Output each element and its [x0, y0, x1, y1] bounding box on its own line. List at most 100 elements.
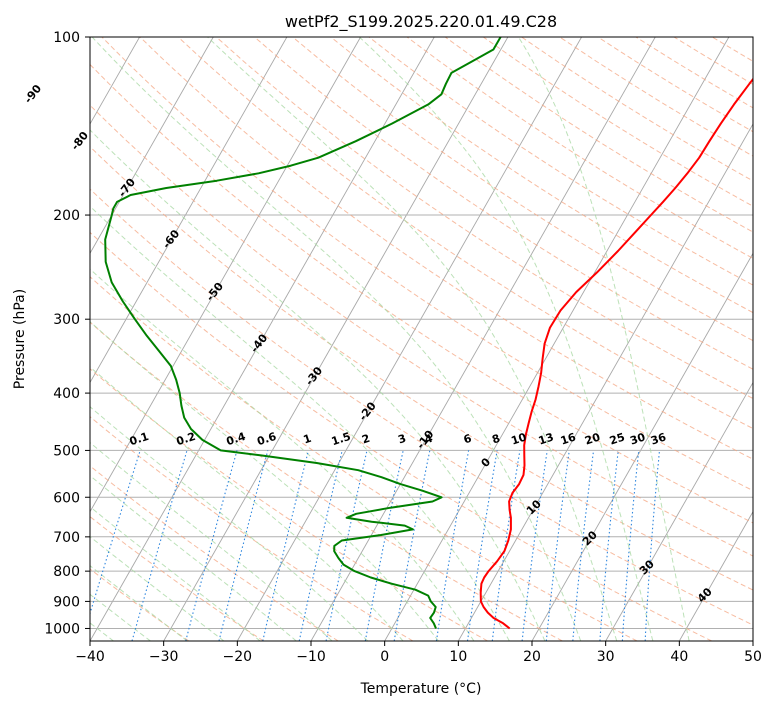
isotherm-line: [90, 37, 214, 255]
y-tick-label: 200: [53, 208, 80, 224]
mixing-ratio-label: 4: [423, 432, 435, 447]
mixing-ratio-line: [185, 450, 238, 641]
moist-adiabat-line: [90, 406, 369, 641]
isotherm-line: [605, 381, 753, 641]
dewpoint-profile-line: [104, 37, 502, 629]
mixing-ratio-label: 8: [490, 432, 501, 447]
mixing-ratio-label: 10: [510, 430, 529, 447]
moist-adiabat-line: [518, 37, 690, 641]
x-tick-label: −20: [223, 649, 253, 665]
moist-adiabat-line: [90, 205, 510, 641]
mixing-ratio-line: [218, 450, 269, 641]
y-tick-label: 900: [53, 594, 80, 610]
mixing-ratio-line: [521, 450, 548, 641]
dry-adiabat-line: [177, 37, 753, 430]
x-tick-label: −40: [75, 649, 105, 665]
mixing-ratio-label: 1.5: [330, 430, 353, 448]
dry-adiabat-line: [90, 568, 190, 641]
mixing-ratio-line: [435, 450, 470, 641]
moist-adiabat-line: [358, 37, 654, 641]
moist-adiabat-line: [90, 268, 475, 641]
dry-adiabat-line: [90, 416, 414, 641]
mixing-ratio-label: 3: [396, 432, 407, 447]
y-tick-label: 400: [53, 386, 80, 402]
moist-adiabat-line: [90, 535, 225, 641]
mixing-ratio-label: 0.2: [175, 430, 198, 448]
mixing-ratio-label: 13: [537, 431, 556, 448]
series-layer: [104, 37, 753, 630]
mixing-ratio-label: 6: [462, 432, 474, 447]
x-tick-label: −30: [149, 649, 179, 665]
moist-adiabat-line: [90, 474, 297, 641]
mixing-ratio-label: 1: [302, 432, 313, 447]
dry-adiabat-line: [90, 146, 753, 591]
moist-adiabat-line: [90, 366, 404, 641]
dry-adiabat-line: [330, 37, 753, 314]
mixing-ratio-label: 0.4: [225, 430, 248, 448]
isotherm-line: [531, 252, 753, 641]
moist-adiabat-line: [90, 441, 333, 641]
dry-adiabat-line: [368, 37, 753, 286]
isotherm-line: [236, 37, 582, 641]
moist-adiabat-line: [90, 506, 261, 641]
x-tick-label: 0: [380, 649, 389, 665]
isotherm-line: [678, 510, 753, 641]
mixing-ratio-label: 0.1: [128, 430, 151, 448]
mixing-ratio-line: [262, 450, 309, 641]
temperature-profile-line: [479, 77, 753, 630]
isotherm-line: [90, 37, 435, 641]
dry-adiabat-line: [254, 37, 753, 370]
plot-frame: [89, 36, 754, 642]
dry-adiabat-line: [292, 37, 753, 342]
mixing-ratio-label: 2: [360, 432, 371, 447]
isotherm-line: [384, 37, 730, 641]
background-lines: [90, 37, 753, 641]
y-tick-label: 600: [53, 490, 80, 506]
dry-adiabat-line: [90, 104, 753, 557]
x-axis-label: Temperature (°C): [360, 681, 482, 697]
mixing-ratio-line: [466, 450, 498, 641]
y-axis-label: Pressure (hPa): [12, 289, 28, 389]
mixing-ratio-label: 25: [608, 431, 627, 448]
y-tick-label: 100: [53, 30, 80, 46]
dry-adiabat-line: [90, 368, 488, 641]
moist-adiabat-line: [90, 320, 439, 641]
dry-adiabat-line: [90, 188, 753, 626]
isotherm-line: [163, 37, 509, 641]
dry-adiabat-line: [90, 515, 264, 641]
y-tick-label: 700: [53, 530, 80, 546]
x-tick-label: −10: [296, 649, 326, 665]
mixing-ratio-line: [131, 450, 188, 641]
mixing-ratio-line: [572, 450, 595, 641]
mixing-ratio-line: [599, 450, 619, 641]
mixing-ratio-label: 20: [583, 430, 602, 447]
plot-area: [90, 37, 753, 641]
dry-adiabat-line: [139, 37, 753, 460]
moist-adiabat-line: [90, 593, 151, 641]
mixing-ratio-label: 36: [649, 430, 668, 447]
mixing-ratio-label: 0.6: [255, 430, 278, 448]
mixing-ratio-line: [545, 450, 570, 641]
dry-adiabat-line: [90, 231, 712, 641]
isotherm-line: [90, 37, 361, 513]
mixing-ratio-label: 30: [628, 430, 647, 447]
dry-adiabat-line: [90, 276, 638, 641]
x-tick-label: 40: [670, 649, 688, 665]
isotherm-line: [457, 123, 753, 641]
y-tick-label: 300: [53, 312, 80, 328]
x-axis-ticks: −40 −30 −20 −10 0 10 20 30 40 50: [75, 641, 762, 665]
isotherm-line: [90, 37, 288, 384]
y-axis-ticks: 100 200 300 400 500 600 700 800 900 1000: [44, 30, 90, 637]
x-tick-label: 30: [597, 649, 615, 665]
y-tick-label: 500: [53, 443, 80, 459]
moist-adiabat-line: [90, 129, 546, 641]
x-tick-label: 50: [744, 649, 762, 665]
dry-adiabat-line: [101, 37, 753, 492]
mixing-ratio-label: 16: [559, 430, 578, 447]
y-tick-label: 800: [53, 564, 80, 580]
y-tick-label: 1000: [44, 621, 80, 637]
moist-adiabat-line: [207, 37, 618, 641]
dry-adiabat-line: [90, 63, 753, 524]
x-tick-label: 20: [523, 649, 541, 665]
